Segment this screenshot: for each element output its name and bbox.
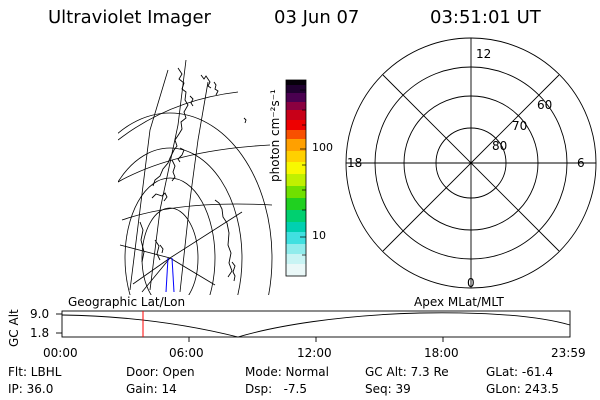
mode-status: Mode: Normal	[245, 365, 329, 379]
colorbar	[285, 79, 307, 277]
glon-status: GLon: 243.5	[486, 382, 559, 396]
dsp-status: Dsp: -7.5	[245, 382, 308, 396]
nadir-line	[165, 257, 169, 293]
mlt-label-12: 12	[476, 47, 492, 61]
timeline-y-title: GC Alt	[7, 309, 21, 347]
mlt-label-6: 6	[577, 156, 585, 170]
gain-status: Gain: 14	[126, 382, 177, 396]
timeline-y-tick-1-8: 1.8	[30, 326, 50, 340]
lat-label-60: 60	[537, 98, 553, 112]
timeline-x-tick-0000: 00:00	[43, 346, 78, 360]
mlt-label-0: 0	[467, 276, 475, 290]
door-status: Door: Open	[126, 365, 195, 379]
timeline-x-tick-0600: 06:00	[169, 346, 204, 360]
filter-status: Flt: LBHL	[8, 365, 62, 379]
colorbar-tick-10: 10	[312, 229, 326, 242]
instrument-title: Ultraviolet Imager	[48, 7, 211, 28]
timeline-left-label: Geographic Lat/Lon	[68, 295, 186, 309]
timeline-x-tick-1800: 18:00	[424, 346, 459, 360]
ip-status: IP: 36.0	[8, 382, 54, 396]
colorbar-unit-label: photon cm⁻²s⁻¹	[268, 89, 282, 182]
lat-label-80: 80	[492, 139, 508, 153]
timeline-right-label: Apex MLat/MLT	[414, 295, 504, 309]
date-label: 03 Jun 07	[274, 7, 360, 28]
colorbar-tick-100: 100	[312, 141, 333, 154]
seq-status: Seq: 39	[365, 382, 411, 396]
mlt-label-18: 18	[347, 156, 363, 170]
timeline-plot	[56, 310, 571, 342]
geographic-map	[118, 59, 273, 295]
polar-plot	[345, 37, 597, 289]
gc-alt-status: GC Alt: 7.3 Re	[365, 365, 449, 379]
altitude-curve	[61, 312, 571, 338]
timeline-x-tick-1200: 12:00	[297, 346, 332, 360]
time-label: 03:51:01 UT	[430, 7, 541, 28]
timeline-y-tick-9: 9.0	[30, 307, 50, 321]
lat-label-70: 70	[512, 119, 528, 133]
glat-status: GLat: -61.4	[486, 365, 553, 379]
timeline-x-tick-2359: 23:59	[551, 346, 586, 360]
